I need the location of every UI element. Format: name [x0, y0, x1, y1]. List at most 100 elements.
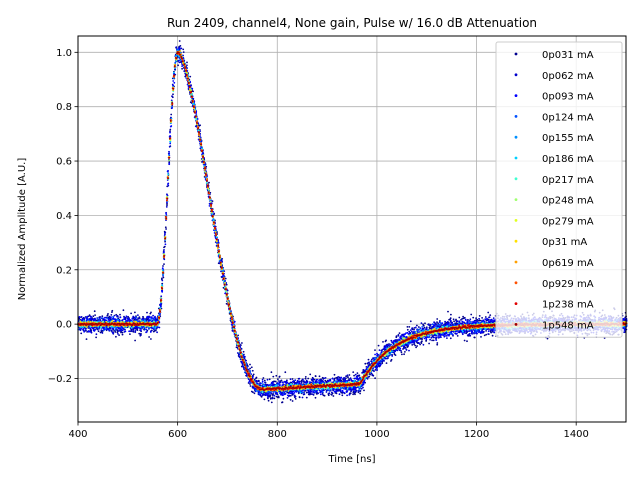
data-point	[260, 395, 263, 398]
data-point	[463, 332, 466, 334]
data-point	[338, 393, 341, 396]
data-point	[132, 330, 135, 333]
data-point	[447, 310, 449, 313]
data-point	[178, 40, 181, 42]
data-point	[411, 344, 414, 346]
data-point	[286, 397, 289, 399]
data-point	[112, 332, 114, 334]
data-point	[353, 374, 355, 377]
data-point	[364, 362, 367, 365]
data-point	[164, 226, 167, 229]
data-point	[115, 313, 118, 316]
data-point	[220, 270, 222, 273]
data-point	[163, 251, 165, 253]
data-point	[429, 323, 432, 326]
data-point	[311, 393, 314, 396]
data-point	[374, 369, 377, 371]
data-point	[115, 335, 117, 338]
data-point	[165, 212, 168, 215]
data-point	[406, 328, 409, 331]
data-point	[94, 318, 97, 321]
data-point	[119, 316, 122, 319]
data-point	[289, 394, 292, 397]
data-point	[279, 381, 282, 384]
data-point	[154, 329, 157, 332]
data-point	[359, 392, 361, 395]
data-point	[289, 398, 292, 401]
data-point	[416, 324, 418, 327]
data-point	[284, 371, 287, 374]
data-point	[186, 64, 188, 67]
data-point	[380, 349, 383, 352]
data-point	[376, 368, 378, 370]
data-point	[180, 47, 183, 50]
data-point	[172, 93, 174, 96]
data-point	[118, 334, 120, 336]
data-point	[281, 401, 284, 404]
data-point	[169, 131, 171, 134]
data-point	[298, 396, 301, 399]
data-point	[324, 379, 327, 382]
data-point	[261, 384, 263, 387]
data-point	[453, 320, 455, 323]
data-point	[263, 391, 265, 394]
data-point	[352, 393, 354, 396]
data-point	[492, 317, 495, 319]
data-point	[416, 345, 418, 347]
data-point	[484, 316, 487, 318]
data-point	[267, 397, 269, 400]
data-point	[164, 240, 167, 243]
data-point	[489, 314, 492, 316]
data-point	[458, 316, 461, 319]
data-point	[367, 376, 369, 379]
data-point	[163, 245, 166, 248]
data-point	[164, 233, 166, 236]
data-point	[166, 202, 168, 205]
data-point	[449, 337, 452, 340]
data-point	[311, 379, 314, 381]
data-point	[435, 336, 438, 339]
data-point	[166, 193, 168, 196]
data-point	[137, 318, 140, 320]
data-point	[414, 344, 417, 347]
data-point	[422, 324, 425, 327]
data-point	[252, 373, 255, 376]
data-point	[404, 351, 406, 353]
data-point	[478, 315, 481, 317]
data-point	[394, 354, 397, 356]
data-point	[415, 346, 417, 349]
data-point	[472, 316, 475, 319]
data-point	[437, 322, 439, 325]
data-point	[92, 315, 95, 318]
data-point	[456, 335, 459, 337]
data-point	[93, 329, 96, 332]
data-point	[460, 319, 462, 321]
data-point	[124, 330, 127, 333]
data-point	[277, 395, 280, 398]
data-point	[278, 380, 280, 382]
data-point	[349, 392, 352, 395]
data-point	[344, 377, 347, 380]
data-point	[132, 315, 135, 318]
data-point	[182, 48, 185, 51]
data-point	[403, 353, 405, 356]
data-point	[354, 373, 357, 376]
data-point	[267, 399, 270, 402]
data-point	[272, 393, 275, 395]
data-point	[237, 334, 240, 337]
data-point	[152, 330, 155, 333]
data-point	[420, 322, 423, 324]
data-point	[136, 329, 139, 331]
data-point	[78, 316, 81, 318]
data-point	[280, 379, 283, 382]
data-point	[117, 329, 119, 332]
data-point	[432, 339, 435, 342]
data-point	[226, 289, 229, 292]
data-point	[333, 377, 336, 380]
data-point	[488, 328, 490, 331]
data-point	[142, 315, 144, 318]
data-point	[150, 338, 152, 340]
data-point	[377, 344, 380, 347]
data-point	[485, 330, 487, 332]
data-point	[89, 327, 92, 330]
